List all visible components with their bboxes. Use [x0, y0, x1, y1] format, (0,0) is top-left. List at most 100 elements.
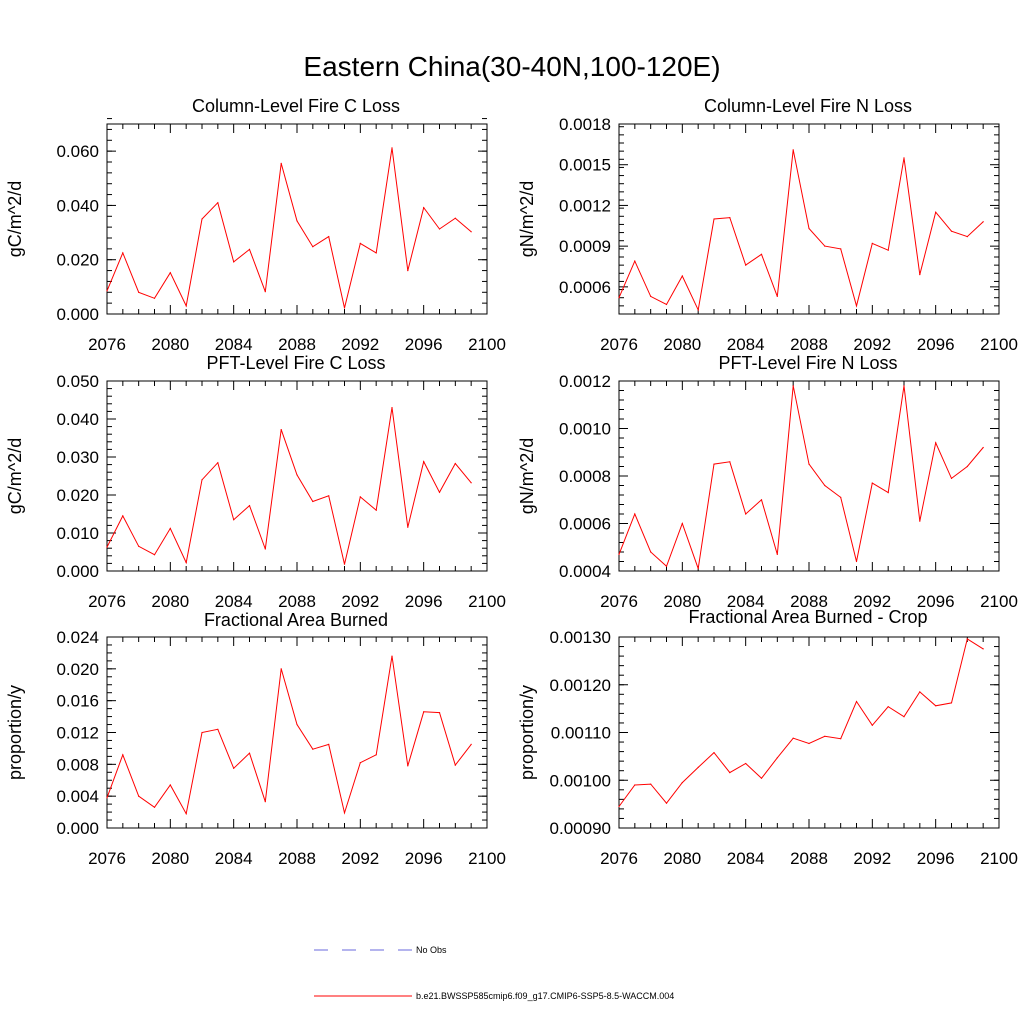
data-point	[935, 211, 937, 213]
data-point	[887, 492, 889, 494]
data-point	[359, 242, 361, 244]
data-point	[919, 691, 921, 693]
data-point	[296, 220, 298, 222]
data-point	[887, 249, 889, 251]
y-tick-label: 0.00110	[551, 724, 611, 743]
y-axis-label: gN/m^2/d	[517, 438, 537, 514]
data-point	[280, 668, 282, 670]
series-line	[106, 407, 472, 565]
data-point	[903, 385, 905, 387]
data-point	[824, 484, 826, 487]
data-point	[950, 477, 953, 479]
data-point	[729, 217, 731, 219]
y-tick-label: 0.000	[56, 819, 99, 838]
y-tick-label: 0.0015	[559, 156, 611, 175]
data-point	[903, 716, 905, 718]
data-point	[697, 309, 699, 311]
data-point	[122, 252, 124, 254]
data-point	[903, 157, 905, 159]
data-point	[792, 149, 794, 151]
data-point	[760, 777, 763, 779]
x-tick-label: 2092	[341, 849, 379, 868]
data-point	[681, 275, 683, 277]
data-point	[423, 461, 425, 463]
data-point	[871, 242, 873, 244]
data-point	[760, 499, 763, 501]
data-point	[982, 648, 984, 650]
data-point	[391, 655, 393, 657]
y-tick-label: 0.00130	[550, 628, 611, 647]
y-tick-label: 0.016	[56, 692, 99, 711]
data-point	[296, 474, 298, 476]
data-point	[776, 553, 778, 556]
data-point	[950, 702, 953, 704]
data-point	[233, 767, 235, 769]
data-point	[185, 562, 187, 564]
legend: No Obs b.e21.BWSSP585cmip6.f09_g17.CMIP6…	[314, 945, 674, 1001]
series-line	[618, 149, 984, 312]
data-point	[634, 513, 636, 515]
y-tick-label: 0.0010	[559, 420, 611, 439]
y-tick-label: 0.040	[56, 196, 99, 215]
data-point	[312, 246, 314, 248]
panels: 2076 2080 2084 2088 2092 2096 2100 0.000 0.020 0.…	[5, 96, 1018, 868]
x-tick-label: 2080	[151, 849, 189, 868]
data-point	[634, 784, 636, 786]
data-point	[470, 743, 472, 746]
x-tick-label: 2092	[341, 335, 379, 354]
data-point	[454, 217, 456, 219]
x-tick-label: 2088	[278, 849, 316, 868]
y-axis-label: proportion/y	[517, 685, 537, 780]
panel-title: PFT-Level Fire N Loss	[718, 353, 897, 373]
x-tick-label: 2092	[853, 335, 891, 354]
x-tick-label: 2088	[278, 335, 316, 354]
data-point	[169, 527, 171, 530]
data-point	[824, 735, 826, 737]
x-tick-label: 2084	[727, 592, 765, 611]
data-point	[122, 754, 124, 756]
x-tick-label: 2096	[917, 592, 955, 611]
data-point	[618, 553, 620, 556]
legend-obs-label: No Obs	[416, 945, 447, 955]
x-tick-label: 2084	[215, 592, 253, 611]
data-point	[966, 465, 968, 468]
panel-title: Column-Level Fire N Loss	[704, 96, 912, 116]
data-point	[966, 638, 968, 640]
data-point	[375, 754, 377, 756]
data-point	[169, 784, 171, 786]
data-point	[407, 526, 409, 528]
data-point	[138, 291, 140, 293]
data-point	[201, 218, 203, 220]
series-line	[106, 656, 472, 816]
chart-panel-4: 2076 2080 2084 2088 2092 2096 2100 0.0004 0.0006…	[517, 353, 1018, 611]
y-tick-label: 0.020	[56, 251, 99, 270]
data-point	[855, 560, 858, 563]
y-tick-label: 0.0004	[559, 562, 611, 581]
x-tick-label: 2080	[151, 335, 189, 354]
x-tick-label: 2096	[405, 335, 443, 354]
y-tick-label: 0.004	[56, 787, 99, 806]
data-point	[233, 261, 235, 263]
y-tick-label: 0.00090	[550, 819, 611, 838]
data-point	[438, 491, 441, 493]
chart-panel-5: 2076 2080 2084 2088 2092 2096 2100 0.000 0.004 0.…	[5, 610, 506, 868]
data-point	[312, 500, 314, 503]
data-point	[745, 513, 747, 515]
data-point	[217, 202, 219, 204]
data-point	[760, 253, 763, 255]
data-point	[264, 291, 266, 293]
data-point	[391, 147, 393, 149]
x-tick-label: 2084	[215, 335, 253, 354]
plot-frame	[106, 123, 488, 315]
y-tick-label: 0.0012	[559, 372, 611, 391]
data-point	[745, 762, 747, 765]
data-point	[650, 295, 652, 297]
x-tick-label: 2080	[663, 335, 701, 354]
data-point	[713, 752, 715, 754]
y-tick-label: 0.010	[56, 524, 99, 543]
x-tick-label: 2076	[600, 335, 638, 354]
x-tick-label: 2100	[468, 849, 506, 868]
data-point	[470, 231, 472, 233]
data-point	[840, 496, 842, 498]
